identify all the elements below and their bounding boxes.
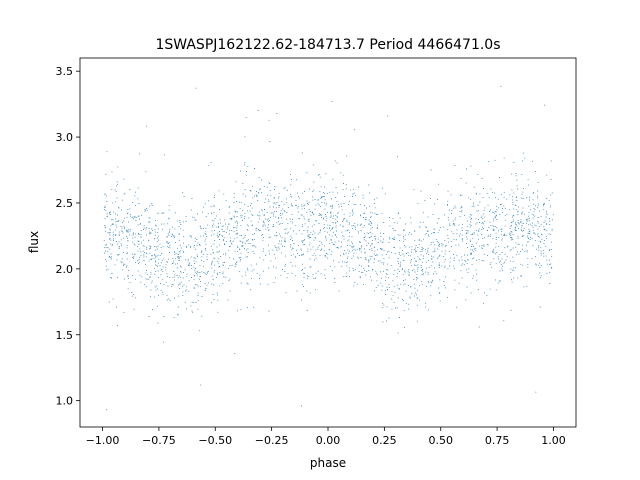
x-tick-label: −0.50 (198, 434, 232, 447)
y-tick-label: 1.0 (56, 395, 74, 408)
chart-title: 1SWASPJ162122.62-184713.7 Period 4466471… (155, 37, 500, 53)
y-tick-label: 2.5 (56, 197, 74, 210)
y-tick-label: 1.5 (56, 329, 74, 342)
axes-frame (79, 57, 577, 428)
y-axis-label: flux (27, 231, 41, 253)
plot-area (103, 85, 554, 411)
y-axis: 1.0 1.5 2.0 2.5 3.0 3.5 (56, 65, 80, 408)
y-tick-label: 3.0 (56, 131, 74, 144)
data-points (103, 85, 554, 411)
x-axis-label: phase (310, 456, 346, 470)
x-tick-label: −0.25 (255, 434, 289, 447)
x-tick-label: −1.00 (86, 434, 120, 447)
x-axis: −1.00 −0.75 −0.50 −0.25 0.00 0.25 0.50 0.75 1.00 (86, 427, 566, 447)
x-tick-label: 0.75 (485, 434, 510, 447)
y-tick-label: 3.5 (56, 65, 74, 78)
y-tick-label: 2.0 (56, 263, 74, 276)
x-tick-label: 1.00 (541, 434, 566, 447)
x-tick-label: 0.00 (316, 434, 341, 447)
x-tick-label: −0.75 (142, 434, 176, 447)
x-tick-label: 0.50 (428, 434, 453, 447)
x-tick-label: 0.25 (372, 434, 397, 447)
